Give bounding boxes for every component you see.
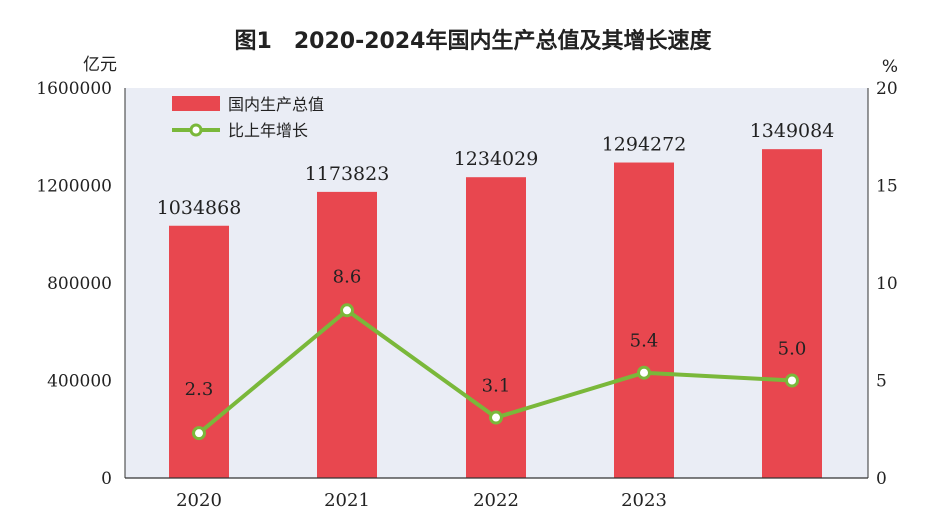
y-right-unit: % [882,57,898,77]
gdp-bar-label: 1034868 [157,197,242,219]
legend-bar-label: 国内生产总值 [228,95,324,114]
y-left-tick-label: 800000 [47,274,112,294]
growth-label: 5.4 [630,331,659,352]
legend-bar-swatch [172,96,220,111]
growth-point [340,303,354,318]
x-tick-label: 2021 [324,490,370,511]
gdp-bar [762,149,822,479]
y-left-tick-label: 1200000 [36,177,112,197]
growth-label: 8.6 [333,266,362,287]
growth-point [785,373,799,388]
gdp-bar [466,177,526,478]
gdp-bar-label: 1294272 [602,134,687,156]
growth-label: 3.1 [482,376,511,397]
growth-label: 2.3 [185,379,214,400]
gdp-bar [317,191,377,478]
x-tick-label: 2020 [176,490,222,511]
growth-point [489,410,503,425]
x-tick-label: 2022 [473,490,519,511]
gdp-bar-label: 1349084 [750,120,835,142]
y-right-tick-label: 20 [876,79,898,99]
legend-line-marker [189,123,203,137]
growth-label: 5.0 [778,339,807,360]
gdp-bar-label: 1173823 [305,163,390,185]
growth-point [637,365,651,380]
y-left-tick-label: 400000 [47,372,112,392]
gdp-bar-label: 1234029 [454,148,539,170]
y-left-tick-label: 1600000 [36,79,112,99]
y-left-unit: 亿元 [83,55,117,75]
y-right-tick-label: 5 [876,372,887,392]
gdp-bar [614,162,674,479]
chart-title: 图1 2020-2024年国内生产总值及其增长速度 [235,28,713,54]
growth-point [192,426,206,441]
y-right-tick-label: 15 [876,177,898,197]
gdp-bar [169,225,229,478]
y-right-tick-label: 0 [876,469,887,489]
y-right-tick-label: 10 [876,274,898,294]
legend-line-label: 比上年增长 [228,121,308,140]
y-left-tick-label: 0 [101,469,112,489]
x-tick-label: 2023 [621,490,667,511]
